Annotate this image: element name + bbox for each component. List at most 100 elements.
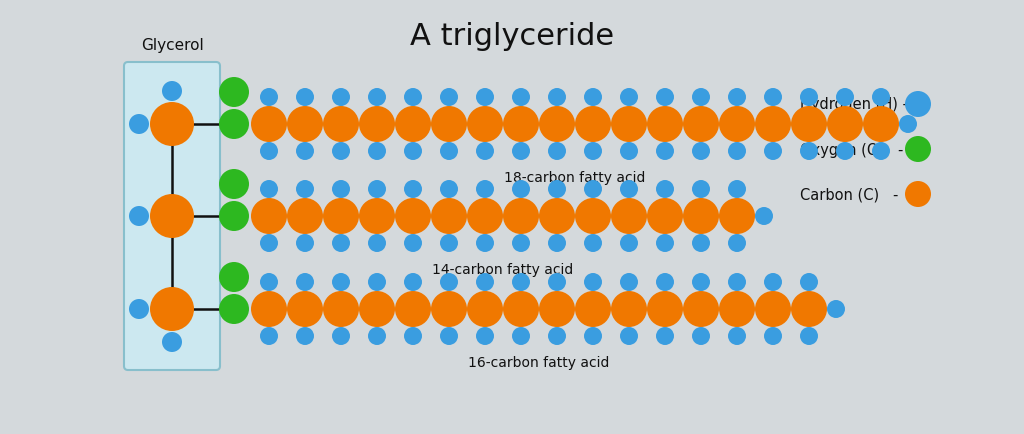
Circle shape — [323, 198, 359, 234]
Circle shape — [219, 201, 249, 231]
Circle shape — [764, 273, 782, 291]
Circle shape — [260, 89, 278, 107]
Circle shape — [575, 107, 611, 143]
Circle shape — [503, 198, 539, 234]
Circle shape — [620, 181, 638, 198]
Circle shape — [150, 287, 194, 331]
Circle shape — [836, 143, 854, 161]
Circle shape — [548, 143, 566, 161]
Circle shape — [692, 181, 710, 198]
Circle shape — [162, 82, 182, 102]
Circle shape — [287, 107, 323, 143]
Circle shape — [476, 181, 494, 198]
Circle shape — [150, 194, 194, 238]
Circle shape — [512, 327, 530, 345]
Circle shape — [260, 273, 278, 291]
Circle shape — [683, 107, 719, 143]
Circle shape — [323, 107, 359, 143]
Circle shape — [368, 89, 386, 107]
Circle shape — [728, 273, 746, 291]
Circle shape — [368, 143, 386, 161]
Circle shape — [332, 89, 350, 107]
Circle shape — [872, 143, 890, 161]
Circle shape — [584, 234, 602, 253]
Circle shape — [359, 198, 395, 234]
Text: 14-carbon fatty acid: 14-carbon fatty acid — [432, 263, 573, 276]
Circle shape — [219, 78, 249, 108]
Circle shape — [728, 89, 746, 107]
Circle shape — [296, 181, 314, 198]
Circle shape — [755, 291, 791, 327]
Circle shape — [368, 234, 386, 253]
Circle shape — [440, 273, 458, 291]
Circle shape — [692, 327, 710, 345]
Circle shape — [647, 198, 683, 234]
Circle shape — [219, 263, 249, 293]
Circle shape — [656, 327, 674, 345]
Circle shape — [764, 89, 782, 107]
Circle shape — [512, 234, 530, 253]
Circle shape — [548, 273, 566, 291]
Circle shape — [296, 327, 314, 345]
Circle shape — [827, 300, 845, 318]
Circle shape — [647, 107, 683, 143]
Circle shape — [323, 291, 359, 327]
Circle shape — [503, 291, 539, 327]
Circle shape — [728, 143, 746, 161]
Circle shape — [476, 327, 494, 345]
Circle shape — [584, 273, 602, 291]
Circle shape — [656, 181, 674, 198]
Circle shape — [404, 327, 422, 345]
Circle shape — [287, 198, 323, 234]
Text: Glycerol: Glycerol — [140, 38, 204, 53]
Circle shape — [539, 291, 575, 327]
Circle shape — [251, 107, 287, 143]
Circle shape — [129, 207, 150, 227]
Circle shape — [395, 291, 431, 327]
Circle shape — [219, 170, 249, 200]
Circle shape — [359, 291, 395, 327]
Circle shape — [836, 89, 854, 107]
Circle shape — [899, 116, 918, 134]
Circle shape — [719, 198, 755, 234]
Circle shape — [584, 181, 602, 198]
Circle shape — [728, 327, 746, 345]
Circle shape — [683, 198, 719, 234]
Circle shape — [296, 234, 314, 253]
Circle shape — [905, 181, 931, 207]
Circle shape — [251, 198, 287, 234]
Circle shape — [395, 107, 431, 143]
Circle shape — [219, 110, 249, 140]
Circle shape — [611, 198, 647, 234]
Circle shape — [905, 137, 931, 163]
Circle shape — [692, 143, 710, 161]
Circle shape — [575, 198, 611, 234]
Circle shape — [512, 181, 530, 198]
Circle shape — [620, 143, 638, 161]
Circle shape — [620, 327, 638, 345]
Circle shape — [764, 327, 782, 345]
Circle shape — [755, 207, 773, 226]
Circle shape — [476, 273, 494, 291]
Circle shape — [368, 273, 386, 291]
Circle shape — [368, 181, 386, 198]
Circle shape — [440, 327, 458, 345]
Circle shape — [800, 273, 818, 291]
Circle shape — [476, 89, 494, 107]
Circle shape — [548, 234, 566, 253]
Circle shape — [260, 181, 278, 198]
Circle shape — [431, 198, 467, 234]
Circle shape — [548, 327, 566, 345]
Circle shape — [476, 143, 494, 161]
Circle shape — [548, 181, 566, 198]
Text: 16-carbon fatty acid: 16-carbon fatty acid — [468, 355, 609, 369]
Circle shape — [905, 92, 931, 118]
Circle shape — [368, 327, 386, 345]
Circle shape — [728, 181, 746, 198]
Circle shape — [332, 234, 350, 253]
Circle shape — [440, 143, 458, 161]
Circle shape — [764, 143, 782, 161]
Circle shape — [539, 198, 575, 234]
Circle shape — [296, 143, 314, 161]
Text: A triglyceride: A triglyceride — [410, 22, 614, 51]
